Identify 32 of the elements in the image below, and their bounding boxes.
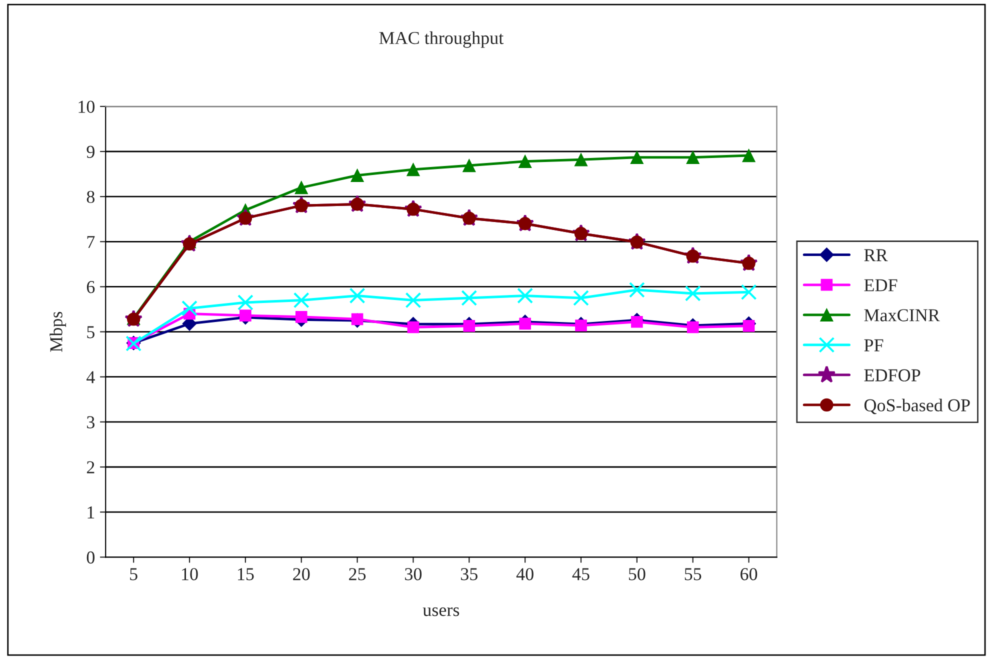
x-tick-label: 40 (516, 568, 534, 580)
x-tick-label: 30 (405, 568, 422, 580)
y-tick-label: 3 (87, 416, 94, 428)
y-tick-label: 7 (87, 236, 95, 248)
y-tick-label: 6 (86, 281, 95, 294)
y-tick-label: 8 (86, 190, 95, 204)
y-tick-label: 4 (86, 371, 95, 384)
x-axis-title: users (422, 607, 460, 616)
legend-label: EDFOP (864, 369, 920, 382)
y-tick-label: 1 (88, 506, 94, 518)
x-tick-label: 20 (293, 568, 310, 580)
x-tick-label: 35 (460, 568, 478, 580)
x-tick-label: 5 (130, 568, 138, 580)
x-tick-label: 50 (628, 568, 646, 580)
legend-label: MaxCINR (864, 309, 940, 322)
x-tick-label: 25 (349, 568, 366, 580)
x-tick-label: 10 (182, 568, 198, 580)
x-tick-label: 55 (684, 568, 702, 580)
y-tick-label: 0 (86, 551, 95, 564)
x-tick-label: 60 (740, 568, 758, 580)
y-tick-label: 2 (86, 461, 94, 474)
chart-title: MAC throughput (379, 31, 504, 48)
y-tick-label: 5 (87, 326, 94, 338)
y-tick-label: 9 (86, 146, 94, 158)
legend-label: RR (864, 249, 888, 262)
legend-label: EDF (864, 279, 898, 292)
y-tick-label: 10 (78, 100, 95, 113)
legend-label: PF (864, 339, 884, 352)
y-axis-title: Mbps (50, 312, 66, 352)
x-tick-label: 45 (572, 568, 590, 580)
x-tick-label: 15 (238, 568, 254, 580)
legend-label: QoS-based OP (864, 398, 970, 414)
